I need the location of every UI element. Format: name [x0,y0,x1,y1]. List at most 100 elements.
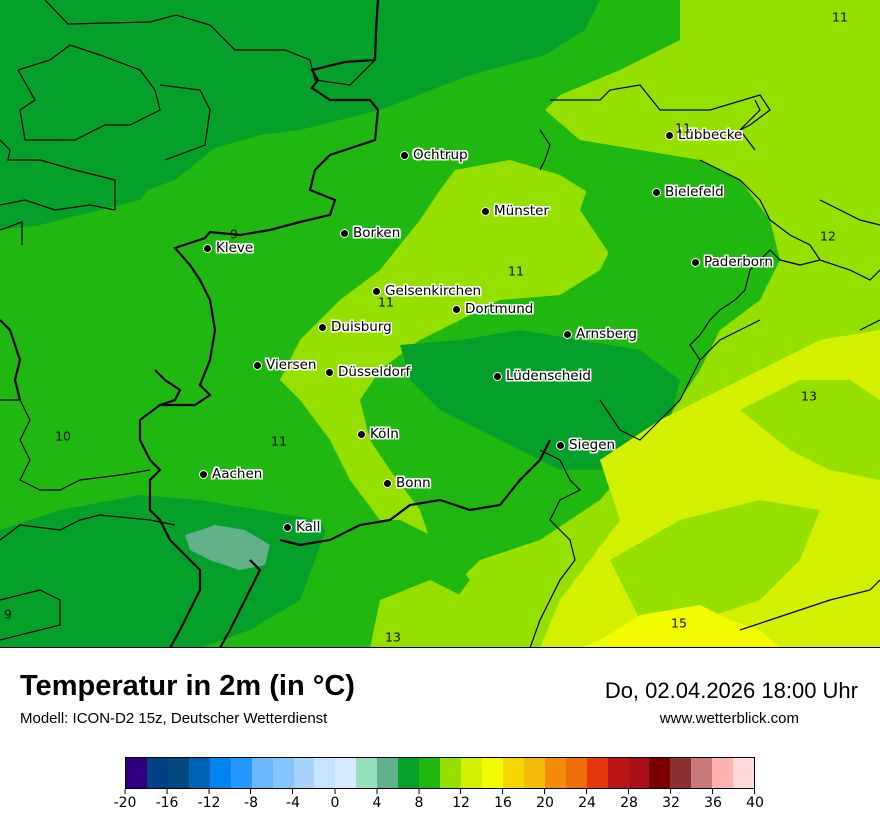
city-dot-icon [357,429,366,439]
city-marker: Arnsberg [563,326,637,342]
colorbar-segment [398,758,420,788]
city-label: Duisburg [331,319,392,335]
tick-label: -12 [197,795,221,811]
isotherm-label: 11 [271,433,287,449]
city-marker: Köln [357,426,399,442]
isotherm-label: 13 [801,388,817,404]
colorbar-segment [523,758,545,788]
colorbar-segment [272,758,294,788]
colorbar-segment [670,758,692,788]
forecast-datetime: Do, 02.04.2026 18:00 Uhr [604,678,858,703]
city-dot-icon [481,206,490,216]
isotherm-label: 13 [385,629,401,645]
city-dot-icon [556,440,565,450]
colorbar-segment [544,758,566,788]
city-dot-icon [691,257,700,267]
city-marker: Kall [283,519,320,535]
colorbar-segment [251,758,273,788]
colorbar-segment [628,758,650,788]
city-marker: Ochtrup [400,147,468,163]
city-dot-icon [318,322,327,332]
city-marker: Düsseldorf [325,364,410,380]
isotherm-label: 9 [4,606,12,622]
city-label: Siegen [569,437,616,453]
city-marker: Bonn [383,475,431,491]
tick-mark [292,789,294,794]
tick-label: -4 [286,795,300,811]
model-source: Modell: ICON-D2 15z, Deutscher Wetterdie… [20,710,328,727]
tick-label: 36 [704,795,722,811]
city-label: Kleve [216,240,254,256]
tick-label: -16 [155,795,179,811]
tick-label: 40 [746,795,764,811]
colorbar-segment [335,758,357,788]
tick-mark [544,789,546,794]
admin-borders [0,0,880,647]
city-marker: Paderborn [691,254,773,270]
city-label: Gelsenkirchen [385,283,482,299]
tick-mark [502,789,504,794]
colorbar-tick: 40 [746,789,764,811]
city-dot-icon [253,360,262,370]
city-marker: Gelsenkirchen [372,283,481,299]
colorbar-tick: -4 [286,789,300,811]
tick-label: 4 [372,795,382,811]
colorbar-segment [502,758,524,788]
isotherm-label: 12 [820,228,836,244]
colorbar-tick: 24 [578,789,596,811]
tick-mark [208,789,210,794]
website-link[interactable]: www.wetterblick.com [659,710,799,727]
tick-mark [418,789,420,794]
colorbar-segment [146,758,168,788]
city-dot-icon [563,329,572,339]
tick-label: 0 [330,795,340,811]
city-dot-icon [325,367,334,377]
tick-label: 24 [578,795,596,811]
colorbar-segment [565,758,587,788]
colorbar-segment [733,758,755,788]
isotherm-label: 11 [378,294,394,310]
city-marker: Lübbecke [665,127,742,143]
city-dot-icon [652,187,661,197]
city-label: Viersen [266,357,317,373]
colorbar-segment [356,758,378,788]
city-label: Dortmund [465,301,534,317]
city-marker: Kleve [203,240,253,256]
isotherm-label: 10 [55,428,71,444]
colorbar-ticks: -20 -16 -12 -8 -4 0 4 8 12 16 20 24 28 32 36 40 [114,789,764,819]
city-label: Münster [494,203,549,219]
tick-mark [166,789,168,794]
tick-label: 16 [494,795,512,811]
tick-mark [586,789,588,794]
colorbar-segment [188,758,210,788]
tick-label: 32 [662,795,680,811]
tick-mark [712,789,714,794]
tick-mark [334,789,336,794]
map-title: Temperatur in 2m (in °C) [20,670,355,702]
tick-label: 20 [536,795,554,811]
city-marker: Lüdenscheid [493,368,591,384]
city-dot-icon [340,228,349,238]
city-label: Lübbecke [678,127,743,143]
city-label: Kall [296,519,321,535]
colorbar-tick: 4 [372,789,382,811]
colorbar-segment [586,758,608,788]
colorbar-segment [481,758,503,788]
colorbar-segment [440,758,461,788]
city-label: Borken [353,225,401,241]
tick-mark [124,789,126,794]
isotherm-label: 9 [230,226,238,242]
colorbar-segment [293,758,315,788]
colorbar-segment [230,758,252,788]
city-label: Köln [370,426,399,442]
tick-label: 12 [452,795,470,811]
city-label: Düsseldorf [338,364,411,380]
tick-mark [670,789,672,794]
tick-mark [376,789,378,794]
colorbar-segment [126,758,147,788]
colorbar-segment [461,758,482,788]
colorbar-segment [167,758,189,788]
isotherm-label: 11 [675,120,691,136]
city-label: Bielefeld [665,184,724,200]
city-dot-icon [372,286,381,296]
